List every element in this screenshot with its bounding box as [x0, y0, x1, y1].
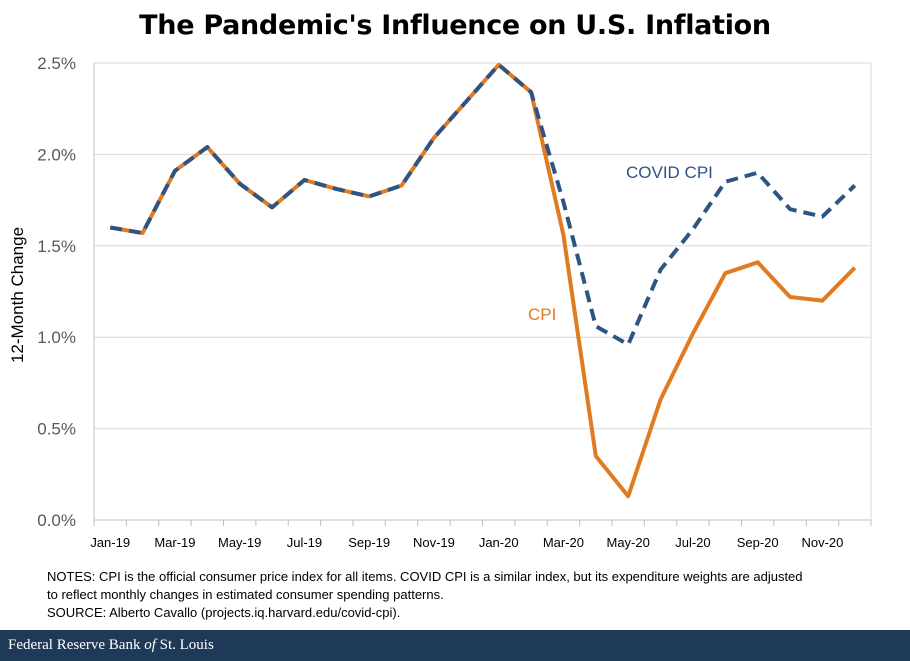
- y-tick-label: 0.0%: [37, 511, 76, 530]
- x-tick-label: Mar-20: [543, 535, 584, 550]
- x-tick-label: May-20: [607, 535, 650, 550]
- y-axis-label: 12-Month Change: [8, 227, 27, 363]
- axes: [93, 62, 872, 526]
- y-tick-labels: 0.0% 0.5% 1.0% 1.5% 2.0% 2.5%: [37, 54, 76, 530]
- y-tick-label: 2.0%: [37, 145, 76, 164]
- notes-line-1: NOTES: CPI is the official consumer pric…: [47, 569, 803, 584]
- footer-brand: Federal Reserve Bank of St. Louis: [8, 637, 214, 654]
- cpi-series-label: CPI: [528, 305, 556, 324]
- x-tick-label: Nov-20: [801, 535, 843, 550]
- covid-cpi-line: [109, 62, 857, 347]
- cpi-line: [109, 62, 857, 499]
- y-tick-label: 1.0%: [37, 328, 76, 347]
- notes-line-2: to reflect monthly changes in estimated …: [47, 587, 444, 602]
- footer-brand-part-1: Federal Reserve Bank: [8, 637, 145, 653]
- x-tick-label: Mar-19: [154, 535, 195, 550]
- x-tick-label: Jan-20: [479, 535, 519, 550]
- y-tick-label: 0.5%: [37, 420, 76, 439]
- x-tick-label: Sep-20: [737, 535, 779, 550]
- x-tick-label: Sep-19: [348, 535, 390, 550]
- source-line: SOURCE: Alberto Cavallo (projects.iq.har…: [47, 605, 401, 620]
- series-lines: [109, 62, 857, 499]
- chart-notes: NOTES: CPI is the official consumer pric…: [47, 568, 907, 622]
- x-tick-label: Jul-19: [287, 535, 322, 550]
- covid-cpi-series-label: COVID CPI: [626, 163, 713, 182]
- chart-title: The Pandemic's Influence on U.S. Inflati…: [139, 10, 771, 41]
- x-tick-label: Nov-19: [413, 535, 455, 550]
- gridlines: [94, 62, 871, 430]
- y-tick-label: 1.5%: [37, 237, 76, 256]
- x-tick-label: Jan-19: [90, 535, 130, 550]
- footer-brand-part-2: of: [144, 637, 156, 653]
- footer-brand-part-3: St. Louis: [155, 637, 214, 653]
- footer-bar: Federal Reserve Bank of St. Louis: [0, 630, 910, 661]
- line-chart: 0.0% 0.5% 1.0% 1.5% 2.0% 2.5% Jan-19 Mar-19 May…: [8, 54, 872, 550]
- x-tick-labels: Jan-19 Mar-19 May-19 Jul-19 Sep-19 Nov-19 Jan-…: [90, 535, 843, 550]
- x-tick-label: May-19: [218, 535, 261, 550]
- x-tick-label: Jul-20: [675, 535, 710, 550]
- y-tick-label: 2.5%: [37, 54, 76, 73]
